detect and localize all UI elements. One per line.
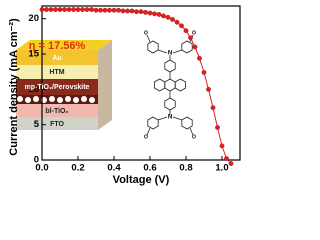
layer-perovskite (16, 79, 98, 95)
ring (164, 59, 176, 73)
y-tick-label: 10 (28, 84, 39, 95)
plot-frame (41, 5, 241, 161)
data-point (206, 86, 211, 92)
layer-bl-tio2 (16, 104, 98, 117)
data-point (102, 7, 108, 13)
data-point (165, 14, 171, 20)
layer-fto (16, 117, 98, 130)
layer-label: mp-TiO₂/Perovskite (25, 84, 90, 91)
tio2-particles (17, 96, 95, 103)
layer-dots (16, 95, 98, 104)
bond (189, 127, 194, 136)
data-point (147, 10, 153, 16)
data-point (57, 7, 63, 12)
data-point (125, 8, 130, 14)
layer-htm (16, 65, 98, 79)
data-point (66, 7, 72, 12)
data-point (156, 12, 162, 17)
data-point (143, 9, 148, 15)
data-point (210, 105, 216, 111)
data-point (228, 161, 234, 166)
x-tick-label: 0.8 (179, 163, 192, 174)
data-point (134, 9, 139, 15)
layer-top (16, 40, 112, 50)
x-axis-title: Voltage (V) (113, 174, 170, 186)
data-point (44, 7, 49, 12)
bond (146, 34, 151, 43)
layer-label: HTM (49, 69, 64, 76)
data-point (111, 7, 117, 13)
layer-label: Au (52, 55, 61, 62)
atom-o: O (192, 30, 196, 36)
ring (147, 116, 159, 130)
layer-label: bl-TiO₂ (45, 108, 68, 115)
bond (157, 49, 168, 54)
data-point (192, 44, 198, 50)
data-point (138, 9, 144, 15)
ring (164, 78, 176, 92)
ring (164, 97, 176, 111)
data-point (161, 13, 166, 19)
x-tick-label: 1.0 (215, 163, 228, 174)
layer-au (16, 50, 98, 65)
ring (181, 40, 193, 54)
data-point (179, 23, 184, 29)
data-point (53, 7, 58, 12)
ring (181, 116, 193, 130)
data-point (170, 17, 175, 22)
y-tick-label: 5 (34, 119, 40, 130)
bond (172, 49, 183, 54)
data-point (129, 8, 135, 14)
data-point (174, 19, 180, 25)
ring (174, 78, 187, 92)
x-tick-label: 0.6 (143, 163, 156, 174)
ring (153, 78, 166, 92)
atom-n: N (168, 115, 172, 121)
data-point (201, 70, 207, 75)
data-point (93, 7, 99, 13)
data-point (75, 7, 81, 12)
y-tick-label: 20 (28, 13, 39, 24)
atom-o: O (144, 134, 148, 140)
y-tick-label: 0 (34, 155, 39, 166)
y-axis-title: Current density (mA cm⁻²) (8, 18, 20, 156)
atom-o: O (192, 134, 196, 140)
data-point (183, 28, 189, 34)
data-point (224, 156, 229, 161)
data-point (80, 7, 85, 12)
y-tick-label: 15 (28, 49, 39, 60)
x-tick-label: 0.2 (71, 163, 84, 174)
data-point (71, 7, 76, 12)
atom-n: N (168, 51, 172, 57)
data-point (98, 7, 103, 13)
x-tick-label: 0.4 (107, 163, 121, 174)
molecule: N O O N O O (144, 30, 196, 140)
x-tick-label: 0.0 (35, 163, 48, 174)
bond (157, 116, 168, 121)
chart: N O O N O O 0 5 10 15 20 0.0 0.2 0.4 0.6 0.8 1.0 Voltage… (8, 5, 241, 186)
data-point (89, 7, 94, 12)
bond (146, 127, 151, 136)
ring (147, 40, 159, 54)
bond (172, 116, 183, 121)
layer-side (98, 40, 112, 130)
data-point (107, 7, 112, 13)
data-point (48, 7, 54, 12)
data-point (197, 55, 202, 61)
efficiency-label: η = 17.56% (29, 40, 86, 52)
data-point (120, 8, 126, 14)
data-point (215, 125, 220, 130)
data-point (152, 11, 157, 17)
data-point (62, 7, 67, 12)
layer-label: FTO (50, 121, 64, 128)
data-point (116, 7, 121, 13)
data-point (84, 7, 90, 12)
data-point (188, 35, 193, 41)
data-point (219, 143, 225, 149)
data-point (39, 7, 45, 12)
atom-o: O (144, 30, 148, 36)
device-inset (16, 40, 112, 130)
